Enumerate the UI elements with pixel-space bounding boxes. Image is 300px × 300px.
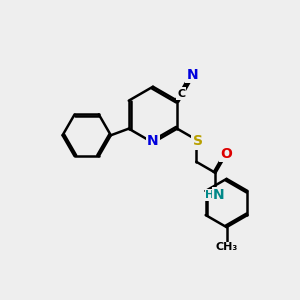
- Text: N: N: [213, 188, 225, 202]
- Text: S: S: [193, 134, 203, 148]
- Text: C: C: [177, 88, 185, 98]
- Text: N: N: [147, 134, 159, 148]
- Text: CH₃: CH₃: [215, 242, 238, 252]
- Text: H: H: [206, 190, 215, 200]
- Text: N: N: [186, 68, 198, 82]
- Text: O: O: [220, 147, 232, 161]
